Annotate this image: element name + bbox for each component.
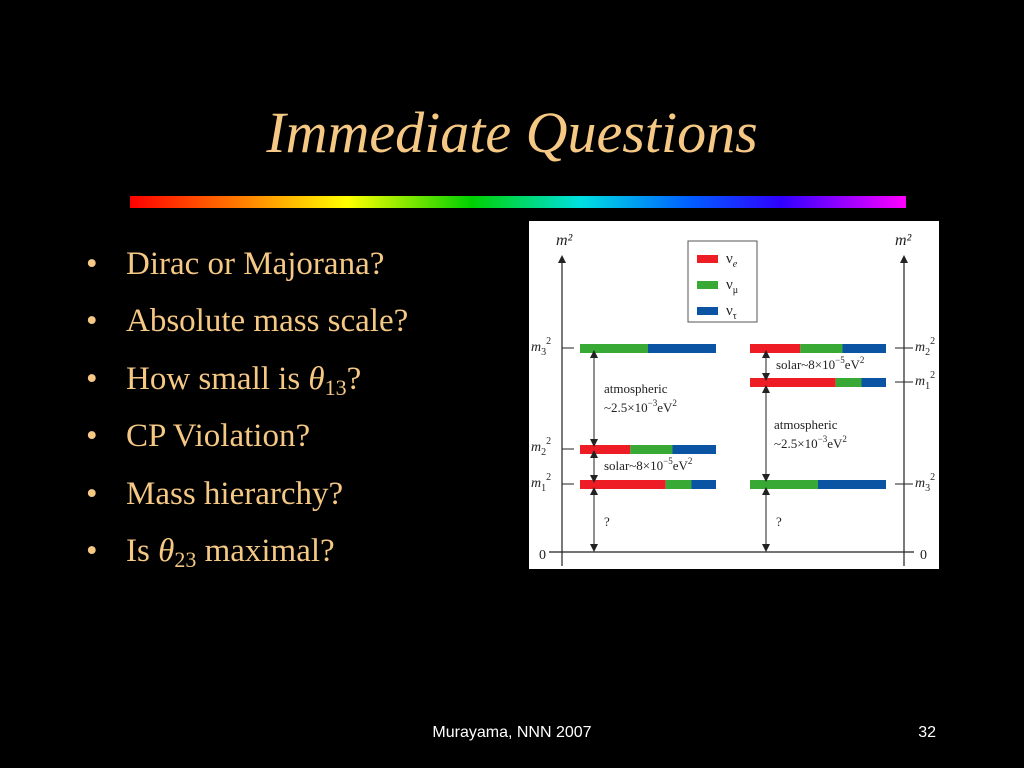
right-zero-label: 0: [920, 548, 927, 563]
rainbow-divider: [130, 196, 906, 208]
normal-level-3-segment-e: [580, 480, 666, 489]
normal-level-2-segment-mu: [630, 445, 673, 454]
bullet-text: CP Violation?: [126, 418, 311, 455]
atm-label-inverted: atmospheric: [774, 417, 838, 432]
normal-level-3-segment-mu: [665, 480, 692, 489]
bullet-text: Absolute mass scale?: [126, 303, 409, 340]
bullet-marker: •: [86, 360, 98, 397]
normal-level-2-segment-tau: [672, 445, 716, 454]
normal-level-1-segment-mu: [580, 344, 648, 353]
bullet-item: • Mass hierarchy?: [86, 466, 408, 523]
bullet-marker: •: [86, 475, 98, 512]
bullet-text: Dirac or Majorana?: [126, 246, 385, 282]
legend-label-tau: ντ: [726, 303, 737, 322]
normal-level-1-segment-tau: [648, 344, 716, 353]
inverted-level-2-segment-e: [750, 378, 836, 387]
bullet-text: How small is: [126, 360, 309, 397]
level-label-m3-right: m32: [915, 472, 935, 494]
legend-swatch-mu: [697, 281, 718, 289]
solar-label-inverted: solar~8×10−5eV2: [776, 355, 864, 372]
normal-level-labels: m32 m22 m12: [531, 336, 574, 494]
inverted-level-2-segment-tau: [861, 378, 886, 387]
page-number: 32: [918, 724, 936, 741]
inverted-level-3-segment-mu: [750, 480, 818, 489]
theta-symbol: θ: [158, 532, 175, 569]
inverted-level-labels: m22 m12 m32: [895, 336, 935, 494]
bullet-list: • Dirac or Majorana? • Absolute mass scale…: [86, 236, 408, 580]
level-label-m2: m22: [531, 436, 551, 458]
theta-symbol: θ: [308, 360, 325, 397]
level-label-m1: m12: [531, 472, 551, 494]
bullet-text: Mass hierarchy?: [126, 475, 344, 512]
bullet-item: • Absolute mass scale?: [86, 293, 408, 350]
normal-level-2-segment-e: [580, 445, 631, 454]
normal-hierarchy-bars: [580, 344, 716, 489]
bullet-text-end: maximal?: [196, 532, 335, 569]
normal-gap-annotations: atmospheric ~2.5×10−3eV2 solar~8×10−5eV2…: [590, 350, 692, 552]
legend-swatch-e: [697, 255, 718, 263]
bullet-text: Is: [126, 532, 159, 569]
bullet-text-end: ?: [346, 360, 362, 397]
slide-title: Immediate Questions: [266, 100, 758, 165]
bullet-item: • CP Violation?: [86, 408, 408, 465]
footer-credit: Murayama, NNN 2007: [432, 724, 592, 741]
inverted-level-2-segment-mu: [835, 378, 862, 387]
inverted-level-1-segment-tau: [842, 344, 886, 353]
bullet-marker: •: [86, 418, 98, 455]
atm-label-normal: atmospheric: [604, 381, 668, 396]
bullet-marker: •: [86, 303, 98, 340]
bullet-item: • How small is θ13?: [86, 351, 408, 408]
inverted-level-1-segment-mu: [800, 344, 843, 353]
flavor-legend: νe νμ ντ: [687, 240, 758, 323]
atm-value-inverted: ~2.5×10−3eV2: [774, 434, 847, 451]
bullet-item: • Dirac or Majorana?: [86, 236, 408, 293]
level-label-m3: m32: [531, 336, 551, 358]
solar-label-normal: solar~8×10−5eV2: [604, 456, 692, 473]
left-zero-label: 0: [539, 548, 546, 563]
right-axis-label: m²: [895, 232, 913, 249]
mass-hierarchy-diagram: m² m² 0 0 νe νμ ντ m32 m22 m12: [529, 221, 939, 569]
inverted-hierarchy-bars: [750, 344, 886, 489]
left-axis-label: m²: [556, 232, 574, 249]
level-label-m2-right: m22: [915, 336, 935, 358]
inverted-level-3-segment-tau: [818, 480, 886, 489]
level-label-m1-right: m12: [915, 370, 935, 392]
unknown-label-normal: ?: [604, 514, 610, 529]
normal-level-3-segment-tau: [691, 480, 716, 489]
unknown-label-inverted: ?: [776, 514, 782, 529]
bullet-item: • Is θ23 maximal?: [86, 523, 408, 580]
inverted-gap-annotations: solar~8×10−5eV2 atmospheric ~2.5×10−3eV2…: [762, 350, 864, 552]
bullet-marker: •: [86, 246, 98, 282]
theta-subscript: 23: [174, 546, 197, 572]
atm-value-normal: ~2.5×10−3eV2: [604, 398, 677, 415]
legend-label-e: νe: [726, 251, 738, 270]
legend-swatch-tau: [697, 307, 718, 315]
theta-subscript: 13: [324, 374, 347, 400]
inverted-level-1-segment-e: [750, 344, 801, 353]
legend-label-mu: νμ: [726, 277, 738, 296]
bullet-marker: •: [86, 532, 98, 569]
